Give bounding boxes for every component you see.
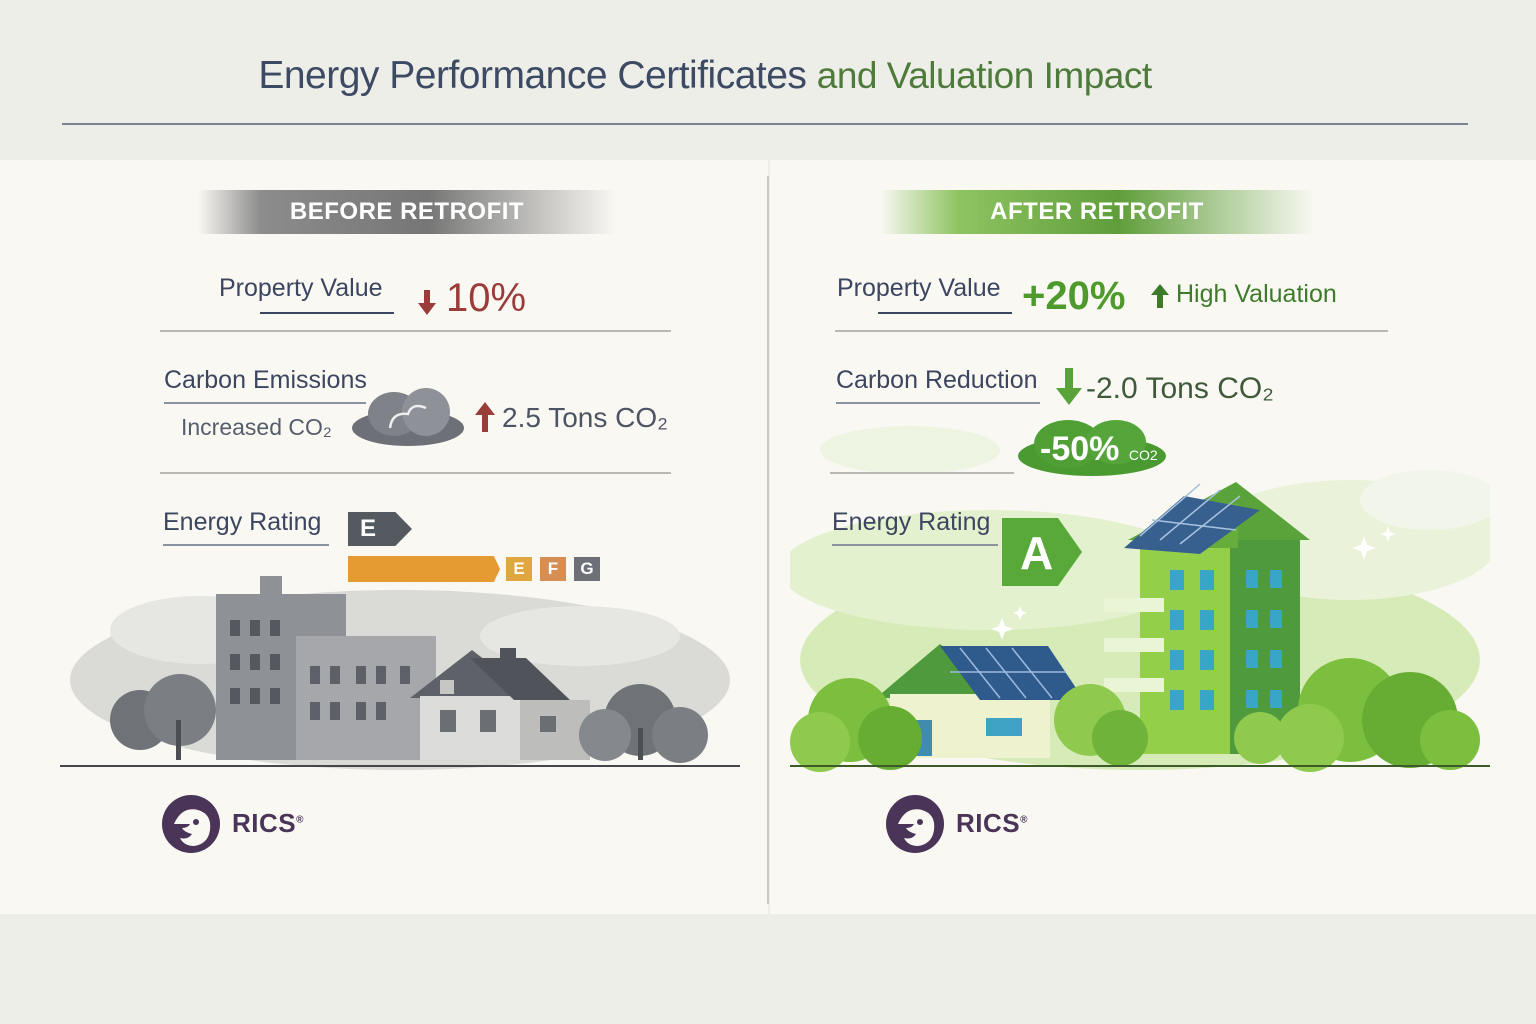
after-property-value-label: Property Value: [837, 274, 1001, 302]
rics-lion-logo: [162, 795, 220, 853]
after-carbon-value: -2.0 Tons CO₂: [1086, 372, 1274, 405]
rics-lion-logo: [886, 795, 944, 853]
sparkle-icon: [1352, 526, 1396, 560]
title-main: Energy Performance Certificates: [258, 54, 807, 97]
grey-buildings-illustration: [60, 576, 740, 770]
after-separator-2: [830, 472, 1014, 474]
before-property-underline: [260, 312, 394, 314]
title-divider: [62, 123, 1468, 125]
arrow-up-icon: [475, 402, 495, 432]
rating-chip-e: E: [506, 557, 532, 581]
co2-badge: -50% CO2: [1040, 430, 1158, 468]
before-carbon-value: 2.5 Tons CO₂: [502, 402, 668, 433]
panel-divider: [767, 176, 769, 904]
after-carbon-underline: [836, 402, 1040, 404]
page-title: Energy Performance Certificates and Valu…: [0, 54, 1410, 98]
before-separator-2: [160, 472, 671, 474]
rating-bar: [348, 556, 500, 582]
before-property-value-label: Property Value: [219, 274, 383, 302]
after-property-underline: [878, 312, 1012, 314]
before-rating-underline: [163, 544, 329, 546]
rics-logo-text: RICS®: [956, 808, 1028, 838]
after-rating-underline: [832, 544, 998, 546]
after-valuation-note: High Valuation: [1176, 280, 1337, 308]
arrow-down-icon: [1056, 368, 1082, 405]
arrow-up-icon: [1151, 284, 1169, 308]
before-separator-1: [160, 330, 671, 332]
before-energy-rating-label: Energy Rating: [163, 508, 322, 536]
before-carbon-sublabel: Increased CO₂: [181, 414, 332, 440]
title-secondary: and Valuation Impact: [816, 55, 1152, 96]
before-carbon-label: Carbon Emissions: [164, 366, 367, 394]
after-carbon-label: Carbon Reduction: [836, 366, 1038, 394]
before-carbon-underline: [164, 402, 366, 404]
rating-chip-f: F: [540, 557, 566, 581]
rating-chip-g: G: [574, 557, 600, 581]
sparkle-icon: [991, 606, 1027, 640]
co2-badge-cloud: [1018, 420, 1166, 476]
before-banner: BEFORE RETROFIT: [198, 190, 616, 234]
cloud-icon: [352, 388, 464, 446]
after-property-value-change: +20%: [1022, 274, 1126, 318]
green-buildings-illustration: [790, 426, 1490, 772]
after-separator-1: [835, 330, 1388, 332]
before-property-value-change: 10%: [446, 276, 527, 320]
after-banner: AFTER RETROFIT: [880, 190, 1314, 234]
after-energy-rating-label: Energy Rating: [832, 508, 991, 536]
rics-logo-text: RICS®: [232, 808, 304, 838]
arrow-down-icon: [418, 290, 436, 315]
